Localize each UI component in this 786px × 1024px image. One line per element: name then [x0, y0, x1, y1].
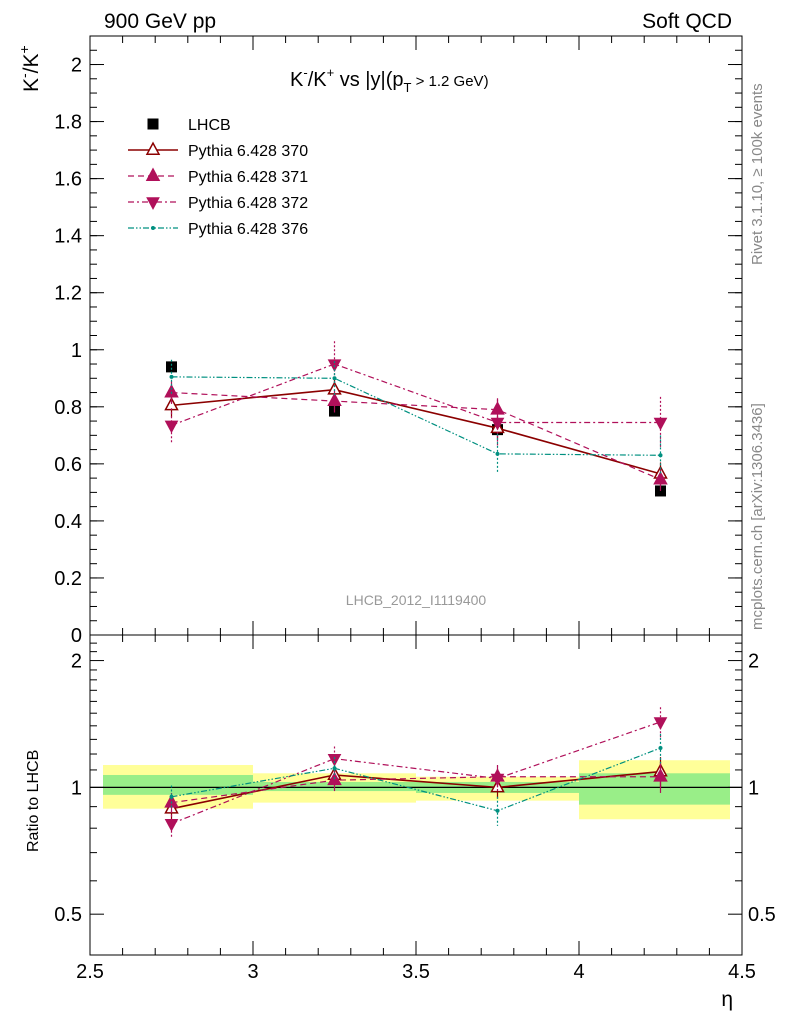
ratio-point	[495, 808, 500, 813]
y-tick-label: 0.4	[54, 511, 82, 533]
ratio-point	[332, 766, 337, 771]
y-tick-label-right: 0.5	[748, 904, 776, 926]
title-k2: /K	[308, 69, 328, 91]
main-series-layer	[164, 341, 668, 497]
y-tick-label: 1	[71, 777, 82, 799]
ratio-series-layer	[164, 707, 668, 838]
y-tick-label: 1	[71, 340, 82, 362]
main-series-1	[164, 378, 668, 486]
mcplots-source-label: mcplots.cern.ch [arXiv:1306.3436]	[749, 403, 766, 630]
y-tick-label: 1.8	[54, 112, 82, 134]
y-tick-label: 1.4	[54, 226, 82, 248]
header-right: Soft QCD	[642, 10, 732, 33]
x-tick-label: 4.5	[728, 961, 756, 983]
ratio-line	[171, 721, 661, 825]
series-line	[171, 363, 661, 426]
ylabel-plus: +	[16, 45, 32, 53]
y-tick-label: 0.6	[54, 454, 82, 476]
series-line	[171, 376, 661, 456]
legend-item-3: Pythia 6.428 372	[128, 195, 308, 212]
title-minus: -	[303, 65, 307, 80]
data-point	[495, 451, 500, 456]
y-tick-label: 0.5	[54, 904, 82, 926]
series-line	[171, 391, 661, 481]
x-tick-label: 3.5	[402, 961, 430, 983]
data-point	[169, 374, 174, 379]
y-tick-label-right: 1	[748, 777, 759, 799]
data-point	[166, 361, 177, 373]
y-tick-label: 0.2	[54, 568, 82, 590]
legend-label: Pythia 6.428 376	[188, 221, 308, 238]
y-tick-label: 0.8	[54, 397, 82, 419]
ratio-series-3	[169, 733, 663, 826]
main-frame: 0 0.2 0.4 0.6 0.8 1 1.2 1.4 1.6 1.8 2	[54, 35, 743, 647]
ratio-ylabel: Ratio to LHCB	[25, 750, 42, 852]
data-point	[658, 453, 663, 458]
main-series-4	[169, 359, 663, 476]
main-ylabel: K-/K+	[16, 45, 43, 92]
title-vs: vs |y|(p	[334, 69, 403, 91]
data-point	[164, 420, 179, 434]
legend-marker	[145, 141, 161, 155]
data-point	[327, 392, 342, 407]
title-plus: +	[327, 65, 335, 80]
legend-label: Pythia 6.428 370	[188, 143, 308, 160]
main-series-2	[164, 381, 668, 491]
x-tick-label: 4	[573, 961, 584, 983]
y-tick-label: 2	[71, 55, 82, 77]
legend-label: Pythia 6.428 372	[188, 195, 308, 212]
ratio-point	[653, 768, 668, 782]
title-cut: > 1.2 GeV)	[411, 73, 488, 90]
ratio-line	[171, 747, 661, 812]
y-tick-label: 2	[71, 651, 82, 673]
title-t: T	[403, 80, 411, 95]
legend-marker	[151, 226, 155, 230]
y-tick-label: 0	[71, 625, 82, 647]
analysis-watermark: LHCB_2012_I1119400	[346, 592, 487, 608]
legend-item-0: LHCB	[147, 117, 231, 134]
x-tick-label: 3	[247, 961, 258, 983]
ratio-series-2	[164, 707, 668, 838]
data-point	[653, 471, 668, 485]
legend-item-1: Pythia 6.428 370	[128, 141, 308, 160]
y-tick-label: 1.2	[54, 283, 82, 305]
legend-label: LHCB	[188, 117, 231, 134]
ratio-point	[490, 773, 505, 787]
main-title: K-/K+ vs |y|(pT > 1.2 GeV)	[290, 65, 489, 95]
data-point	[653, 417, 668, 431]
data-point	[490, 417, 505, 431]
y-tick-label: 1.6	[54, 169, 82, 191]
ratio-point	[169, 794, 174, 799]
ratio-frame: 0.5 0.5 1 1 2 2 2.5 3 3.5 4 4.5	[54, 634, 776, 983]
ratio-point	[658, 746, 663, 751]
ratio-point	[653, 717, 668, 730]
x-tick-label: 2.5	[76, 961, 104, 983]
main-series-0	[166, 361, 666, 497]
rivet-version-label: Rivet 3.1.10, ≥ 100k events	[749, 83, 766, 265]
title-k: K	[290, 69, 304, 91]
legend-marker	[147, 118, 159, 130]
ratio-point	[164, 818, 179, 832]
legend: LHCB Pythia 6.428 370 Pythia 6.428 371 Pyth…	[128, 117, 308, 238]
legend-item-4: Pythia 6.428 376	[128, 221, 308, 238]
band-inner	[103, 774, 253, 795]
legend-marker	[146, 197, 160, 210]
data-point	[332, 376, 337, 381]
ylabel-k: K	[20, 78, 43, 92]
legend-label: Pythia 6.428 371	[188, 169, 308, 186]
main-series-3	[164, 341, 668, 449]
legend-marker	[145, 167, 161, 181]
series-line	[171, 388, 661, 475]
header-left: 900 GeV pp	[104, 10, 216, 33]
ylabel-minus: -	[16, 73, 32, 78]
ratio-point	[327, 753, 342, 767]
legend-item-2: Pythia 6.428 371	[128, 167, 308, 186]
ylabel-k2: /K	[20, 53, 43, 73]
y-tick-label-right: 2	[748, 651, 759, 673]
band-inner	[579, 773, 730, 805]
data-point	[164, 384, 179, 398]
x-axis-label: η	[721, 988, 733, 1011]
